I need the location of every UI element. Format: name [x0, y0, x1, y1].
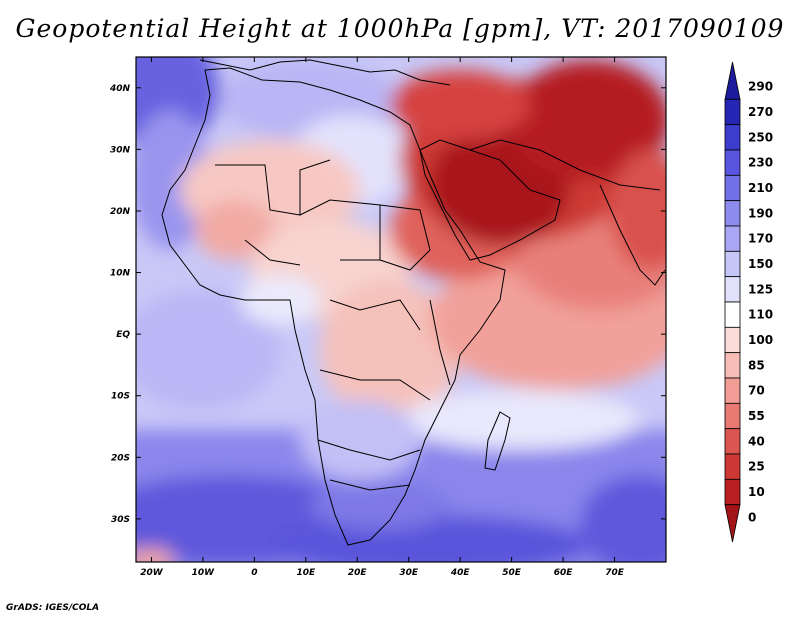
colorbar-swatch — [724, 98, 741, 126]
x-tick-label: 10W — [192, 568, 216, 578]
colorbar-swatch — [724, 174, 741, 202]
map-title: Geopotential Height at 1000hPa [gpm], VT… — [15, 14, 785, 43]
colorbar-swatch — [724, 61, 741, 100]
colorbar-label: 270 — [748, 105, 773, 119]
colorbar-swatch — [724, 377, 741, 404]
colorbar-swatch — [724, 276, 741, 303]
x-tick-label: 30E — [399, 568, 419, 578]
colorbar-swatch — [724, 124, 741, 151]
y-tick-label: 10S — [111, 392, 130, 402]
x-tick-label: 10E — [296, 568, 316, 578]
x-tick-label: 50E — [502, 568, 522, 578]
colorbar-label: 85 — [748, 358, 765, 372]
colorbar-label: 150 — [748, 257, 773, 271]
colorbar-swatch — [724, 352, 741, 379]
colorbar: 2902702502302101901701501251101008570554… — [724, 61, 773, 543]
colorbar-label: 55 — [748, 409, 765, 423]
y-tick-label: 30S — [111, 515, 130, 525]
y-tick-label: 20N — [110, 207, 131, 217]
colorbar-label: 290 — [748, 80, 773, 94]
colorbar-label: 0 — [748, 510, 756, 524]
map-frame — [135, 56, 667, 563]
colorbar-label: 70 — [748, 384, 765, 398]
colorbar-swatch — [724, 149, 741, 176]
colorbar-swatch — [724, 453, 741, 480]
colorbar-label: 250 — [748, 130, 773, 144]
colorbar-label: 10 — [748, 485, 765, 499]
x-tick-label: 40E — [450, 568, 471, 578]
colorbar-label: 190 — [748, 206, 773, 220]
y-tick-label: 30N — [110, 145, 131, 155]
coastlines — [161, 59, 666, 546]
x-tick-label: 60E — [554, 568, 574, 578]
x-tick-label: 0 — [251, 568, 257, 578]
y-axis: 40N 30N 20N 10N EQ 10S 20S 30S — [109, 84, 666, 525]
colorbar-swatch — [724, 402, 741, 430]
x-axis: 20W 10W 0 10E 20E 30E 40E 50E 60E 70E — [140, 57, 625, 578]
colorbar-swatch — [724, 225, 741, 252]
map-field — [136, 57, 666, 562]
colorbar-label: 100 — [748, 333, 773, 347]
colorbar-label: 40 — [748, 434, 765, 448]
colorbar-label: 25 — [748, 460, 765, 474]
colorbar-label: 210 — [748, 181, 773, 195]
colorbar-label: 125 — [748, 282, 773, 296]
colorbar-swatch — [724, 478, 741, 506]
colorbar-swatch — [724, 428, 741, 455]
colorbar-swatch — [724, 200, 741, 227]
colorbar-swatch — [724, 250, 741, 278]
x-tick-label: 20E — [348, 568, 368, 578]
y-tick-label: 10N — [110, 269, 131, 279]
colorbar-swatch — [724, 504, 741, 543]
colorbar-label: 110 — [748, 308, 773, 322]
colorbar-label: 230 — [748, 156, 773, 170]
colorbar-swatch — [724, 301, 741, 328]
y-tick-label: 40N — [109, 84, 131, 94]
x-tick-label: 20W — [140, 568, 164, 578]
colorbar-swatch — [724, 326, 741, 354]
x-tick-label: 70E — [605, 568, 625, 578]
y-tick-label: 20S — [111, 453, 130, 463]
colorbar-label: 170 — [748, 232, 773, 246]
y-tick-label: EQ — [116, 330, 130, 340]
footer-credit: GrADS: IGES/COLA — [6, 603, 100, 613]
